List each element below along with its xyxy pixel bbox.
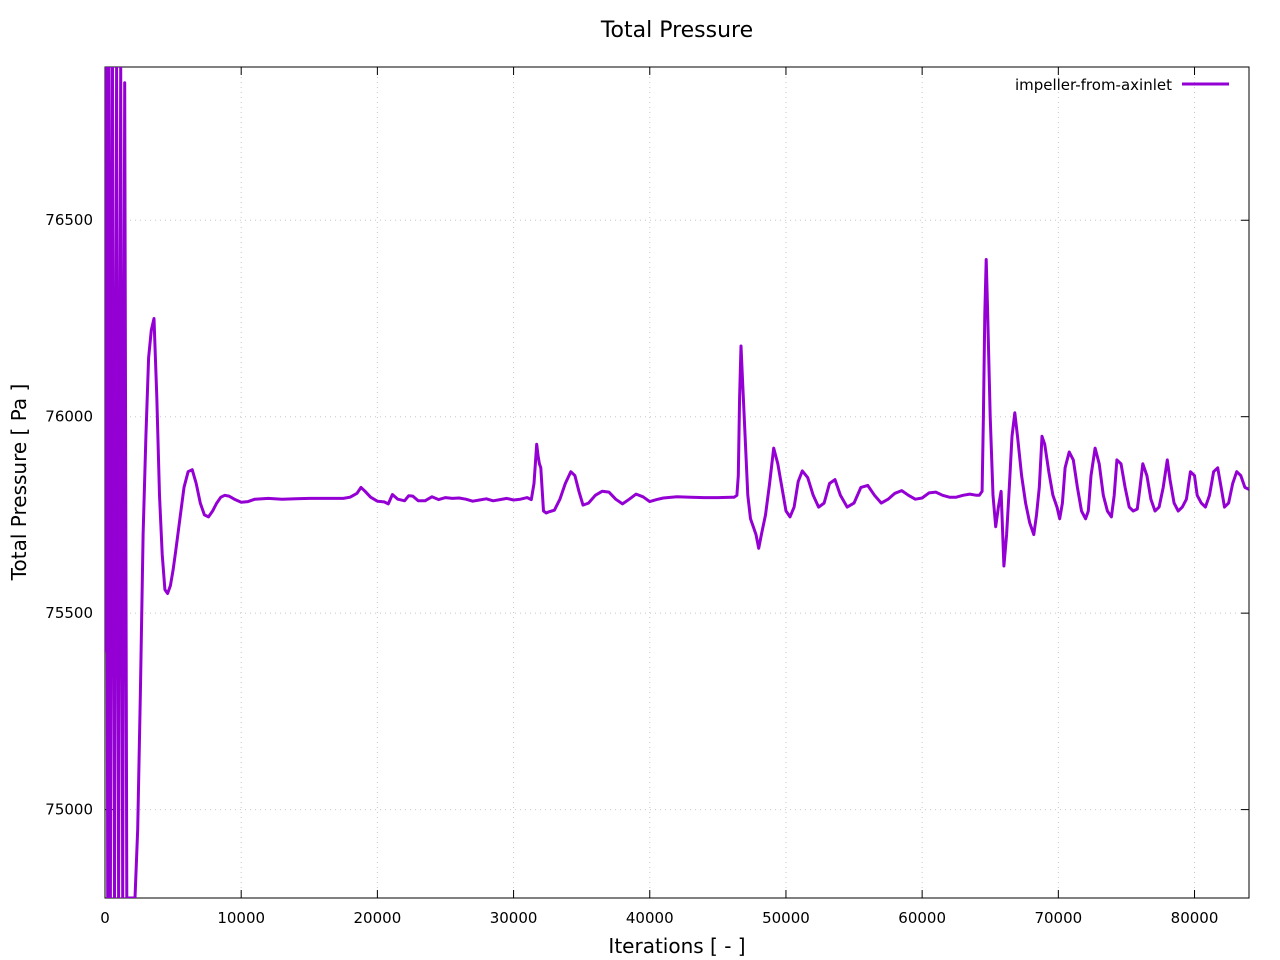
tick-labels: 0 10000 20000 30000 40000 50000 60000 70000 8000… [45,211,1218,927]
x-tick-label: 0 [100,909,110,927]
x-tick-label: 10000 [217,909,265,927]
legend-label: impeller-from-axinlet [1015,76,1172,94]
y-tick-label: 76000 [45,408,93,426]
y-tick-label: 75500 [45,604,93,622]
y-tick-label: 75000 [45,801,93,819]
x-tick-label: 20000 [354,909,402,927]
axis-ticks [104,67,1249,898]
legend: impeller-from-axinlet [1015,76,1229,94]
y-tick-label: 76500 [45,211,93,229]
x-axis-label: Iterations [ - ] [608,934,745,958]
series-line [105,67,1249,898]
x-tick-label: 30000 [490,909,538,927]
y-axis-label: Total Pressure [ Pa ] [7,384,31,582]
x-tick-label: 60000 [898,909,946,927]
series-group [105,67,1249,898]
x-tick-label: 50000 [762,909,810,927]
x-tick-label: 40000 [626,909,674,927]
x-tick-label: 80000 [1171,909,1219,927]
chart-title: Total Pressure [600,18,753,43]
x-tick-label: 70000 [1034,909,1082,927]
